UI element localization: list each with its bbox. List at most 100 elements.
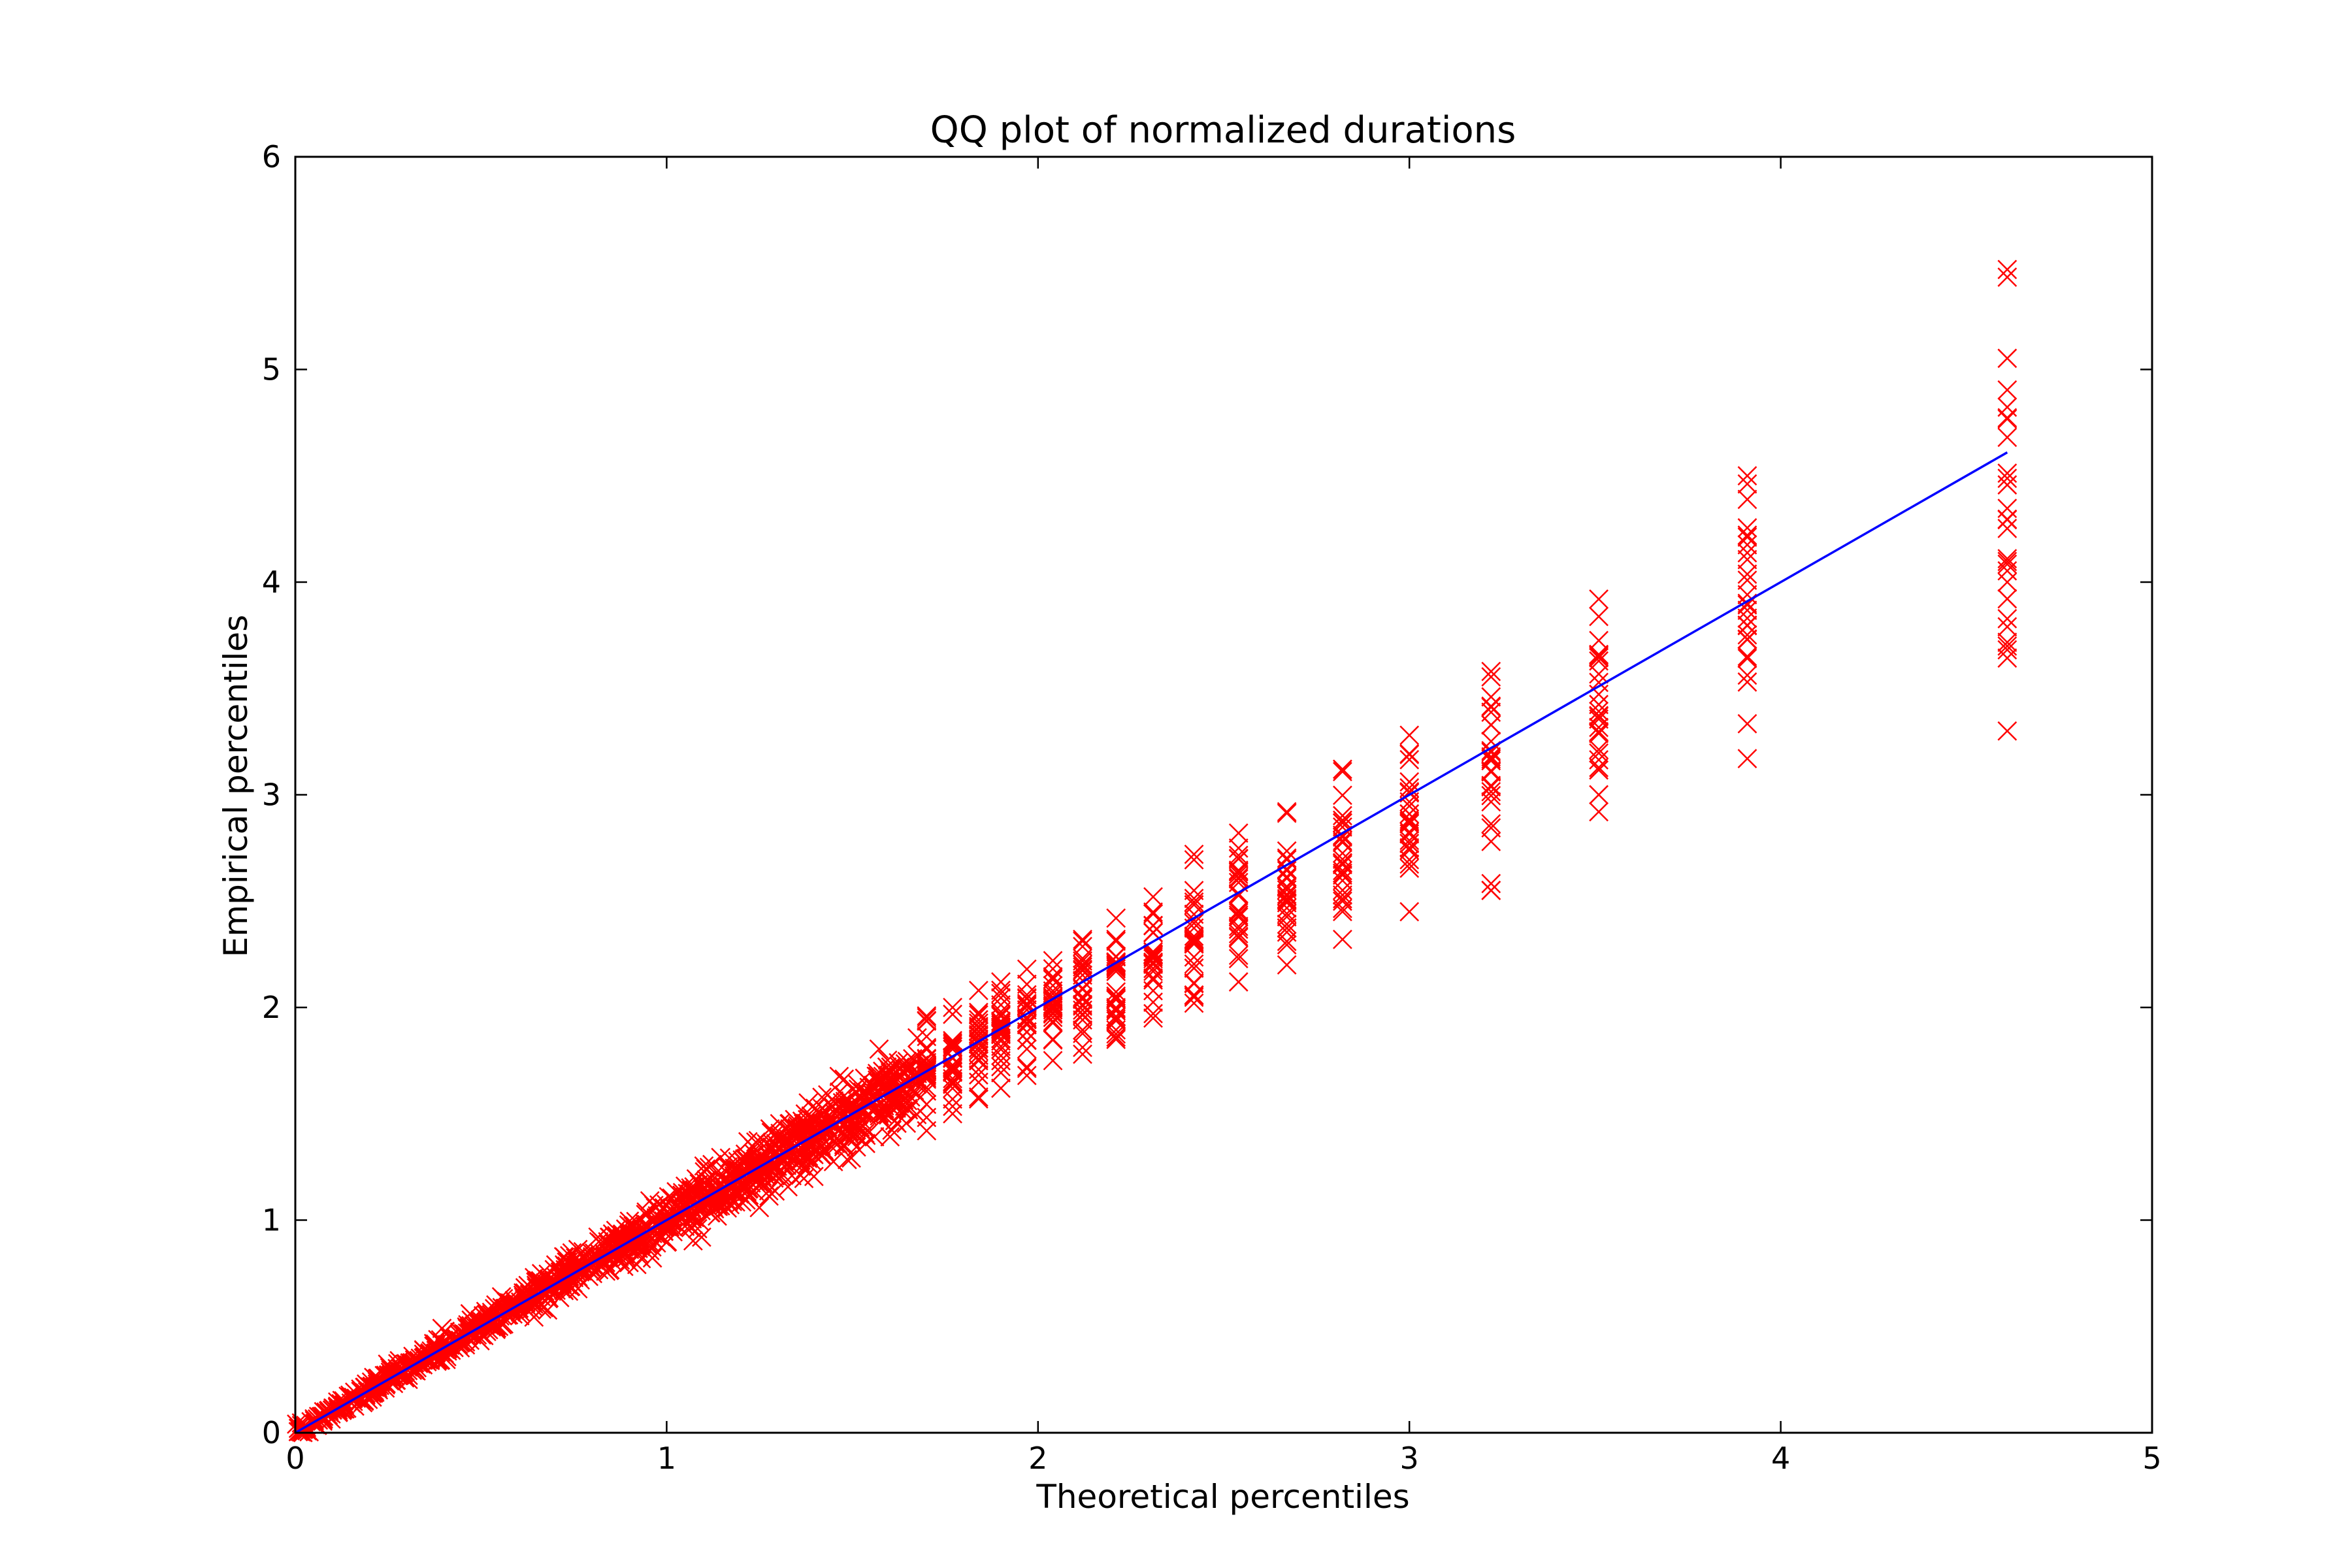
scatter-point <box>1481 742 1501 762</box>
y-tick-label: 5 <box>262 352 281 387</box>
scatter-point <box>1399 725 1420 745</box>
scatter-point <box>991 995 1011 1015</box>
scatter-point <box>726 1158 746 1179</box>
plot-marks <box>287 259 2017 1443</box>
scatter-point <box>1481 880 1501 900</box>
scatter-point <box>1184 954 1204 974</box>
x-tick-label: 4 <box>1771 1441 1790 1476</box>
scatter-point <box>1333 762 1352 781</box>
scatter-point <box>617 1247 636 1267</box>
scatter-point <box>1017 959 1037 979</box>
scatter-point <box>917 1006 937 1026</box>
scatter-point <box>968 1002 988 1022</box>
scatter-point <box>1073 1020 1092 1040</box>
scatter-point <box>1073 936 1092 956</box>
scatter-point <box>809 1102 829 1121</box>
scatter-point <box>1589 645 1609 665</box>
scatter-point <box>1017 1066 1037 1086</box>
scatter-point <box>1333 891 1352 911</box>
scatter-point <box>917 1094 937 1115</box>
scatter-point <box>1399 830 1420 851</box>
scatter-point <box>1184 934 1204 954</box>
scatter-point <box>1997 617 2017 637</box>
scatter-point <box>1143 902 1163 922</box>
scatter-point <box>843 1098 862 1117</box>
scatter-point <box>1143 945 1163 965</box>
scatter-point <box>1481 661 1501 681</box>
scatter-point <box>917 1070 937 1089</box>
scatter-point <box>1333 759 1352 779</box>
scatter-point <box>841 1148 861 1168</box>
scatter-point <box>1399 749 1420 770</box>
scatter-point <box>991 1056 1011 1077</box>
scatter-point <box>1589 706 1609 727</box>
scatter-point <box>943 1089 962 1109</box>
scatter-point <box>917 1007 937 1028</box>
scatter-point <box>1106 986 1126 1006</box>
scatter-point <box>1277 918 1297 938</box>
scatter-point <box>1399 744 1420 764</box>
scatter-point <box>1399 902 1420 922</box>
scatter-point <box>1997 427 2017 448</box>
scatter-point <box>1333 870 1352 890</box>
scatter-point <box>815 1142 836 1162</box>
scatter-point <box>1333 810 1352 830</box>
scatter-point <box>1073 978 1092 998</box>
scatter-point <box>885 1095 905 1115</box>
scatter-point <box>1997 408 2017 428</box>
scatter-point <box>1399 850 1420 870</box>
scatter-point <box>1481 667 1501 687</box>
scatter-point <box>1481 776 1501 796</box>
scatter-point <box>1277 884 1297 904</box>
scatter-point <box>1399 854 1420 874</box>
scatter-point <box>1399 840 1420 860</box>
scatter-point <box>812 1087 832 1107</box>
scatter-point <box>1184 931 1204 951</box>
scatter-point <box>345 1396 365 1416</box>
scatter-point <box>686 1169 706 1189</box>
scatter-point <box>1333 849 1352 870</box>
scatter-point <box>1399 812 1420 832</box>
scatter-point <box>943 1096 962 1117</box>
scatter-point <box>1333 863 1352 883</box>
scatter-point <box>523 1294 544 1314</box>
scatter-point <box>943 1034 962 1054</box>
scatter-point <box>1481 792 1501 812</box>
scatter-point <box>1277 841 1297 861</box>
scatter-point <box>1184 895 1204 915</box>
scatter-point <box>1737 527 1757 547</box>
scatter-point <box>917 1011 937 1031</box>
scatter-point <box>1184 844 1204 864</box>
scatter-point <box>1997 259 2017 280</box>
scatter-point <box>1017 1058 1037 1079</box>
scatter-point <box>991 980 1011 1000</box>
scatter-point <box>1333 880 1352 900</box>
scatter-point <box>968 1087 988 1107</box>
scatter-point <box>1589 651 1609 671</box>
scatter-point <box>943 1103 962 1124</box>
scatter-point <box>943 1039 962 1059</box>
scatter-point <box>1589 606 1609 627</box>
scatter-point <box>573 1241 593 1262</box>
scatter-point <box>943 1033 962 1053</box>
scatter-point <box>869 1039 889 1059</box>
scatter-point <box>1228 869 1249 889</box>
scatter-point <box>1228 924 1249 943</box>
scatter-point <box>1277 922 1297 942</box>
scatter-point <box>1589 723 1609 743</box>
scatter-point <box>1737 665 1757 685</box>
scatter-point <box>808 1130 827 1151</box>
scatter-point <box>1997 572 2017 592</box>
scatter-point <box>943 1057 962 1077</box>
scatter-point <box>1333 853 1352 873</box>
scatter-point <box>1073 1004 1092 1024</box>
scatter-point <box>1073 951 1092 971</box>
scatter-point <box>470 1331 490 1351</box>
scatter-point <box>1589 646 1609 666</box>
scatter-point <box>898 1100 919 1120</box>
scatter-point <box>1043 951 1063 971</box>
scatter-point <box>1737 466 1757 486</box>
scatter-point <box>1143 887 1163 907</box>
scatter-point <box>1997 721 2017 741</box>
